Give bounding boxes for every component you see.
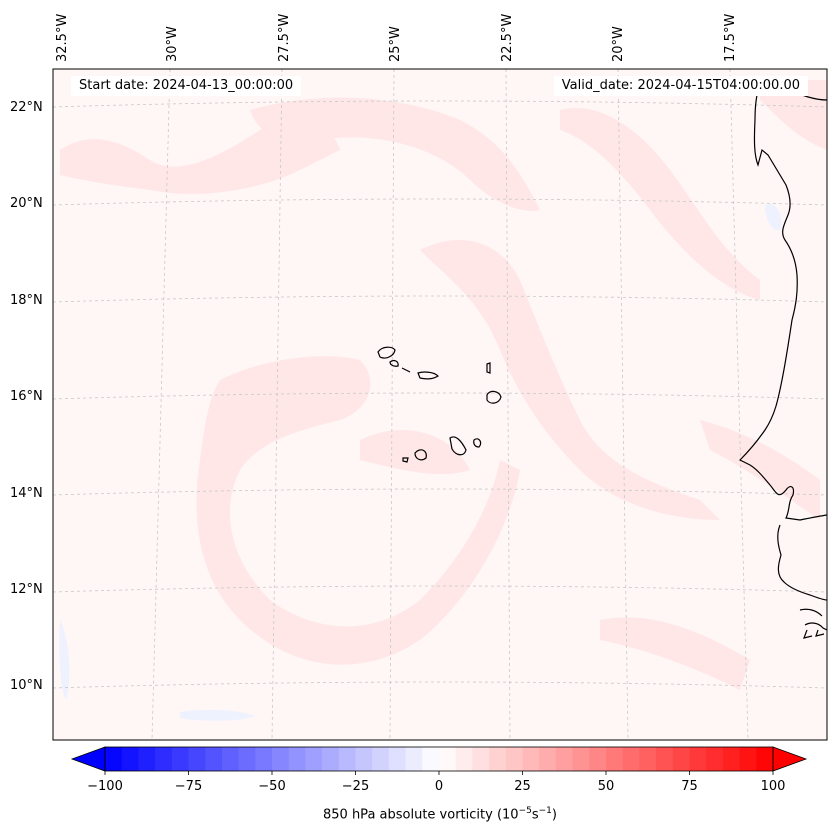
colorbar-segment [121, 747, 139, 771]
map-border [52, 68, 828, 741]
colorbar-segment [555, 747, 574, 771]
lon-label: 25°W [388, 26, 403, 62]
vorticity-negative [59, 204, 782, 721]
colorbar-segment [489, 747, 507, 771]
colorbar-label-text: 850 hPa absolute vorticity (10 [323, 807, 519, 823]
colorbar-segment [439, 747, 457, 771]
island-sal [486, 362, 491, 374]
graticule [53, 69, 827, 740]
colorbar-segment [572, 747, 590, 771]
colorbar-segment [672, 747, 690, 771]
island-sao-vicente [389, 360, 399, 367]
lat-label: 20°N [10, 196, 43, 211]
colorbar-extend-max [772, 746, 808, 772]
island-fogo [414, 449, 427, 461]
colorbar-tick-label: −50 [258, 779, 285, 794]
colorbar-segment [272, 747, 290, 771]
colorbar-tick-label: −75 [175, 779, 202, 794]
colorbar-tick-label: 25 [514, 779, 531, 794]
colorbar-label: 850 hPa absolute vorticity (10−5s−1) [0, 806, 837, 822]
colorbar-tick-label: 75 [681, 779, 698, 794]
colorbar-segment [155, 747, 173, 771]
colorbar-label-unit: s [531, 807, 539, 823]
colorbar-segment [622, 747, 640, 771]
colorbar-segment [722, 747, 741, 771]
colorbar-segment [606, 747, 624, 771]
colorbar-segment [188, 747, 206, 771]
colorbar-segment [405, 747, 423, 771]
colorbar-tick-label: 100 [761, 779, 786, 794]
colorbar-segment [322, 747, 340, 771]
lat-label: 22°N [10, 100, 43, 115]
colorbar-ticks: −100 −75 −50 −25 0 25 50 75 100 [87, 771, 785, 794]
colorbar-segment [238, 747, 256, 771]
island-santiago [449, 436, 467, 456]
colorbar-segment [422, 747, 440, 771]
island-santo-antao [377, 346, 396, 359]
colorbar-segment [756, 747, 774, 771]
colorbar-segment [355, 747, 373, 771]
colorbar-segment [288, 747, 306, 771]
lon-labels: 32.5°W 30°W 27.5°W 25°W 22.5°W 20°W 17.5… [55, 14, 738, 62]
colorbar-segment [706, 747, 724, 771]
colorbar-segment [138, 747, 156, 771]
colorbar-segment [522, 747, 540, 771]
lat-label: 18°N [10, 293, 43, 308]
colorbar-tick-label: 50 [598, 779, 615, 794]
colorbar-segment [539, 747, 557, 771]
lon-label: 32.5°W [55, 14, 70, 62]
coastline-africa [738, 84, 827, 639]
colorbar-segment [739, 747, 757, 771]
island-boa-vista [486, 390, 502, 404]
colorbar-segment [105, 747, 123, 771]
colorbar-segment [388, 747, 407, 771]
colorbar: −100 −75 −50 −25 0 25 50 75 100 [70, 746, 808, 794]
valid-date-label: Valid_date: 2024-04-15T04:00:00.00 [553, 76, 808, 96]
lat-label: 12°N [10, 582, 43, 597]
colorbar-segment [689, 747, 707, 771]
colorbar-segment [338, 747, 356, 771]
lon-label: 30°W [165, 26, 180, 62]
colorbar-tick-label: 0 [435, 779, 443, 794]
colorbar-tick-label: −100 [87, 779, 123, 794]
start-date-label: Start date: 2024-04-13_00:00:00 [71, 76, 302, 96]
lon-label: 22.5°W [500, 14, 515, 62]
lon-label: 27.5°W [277, 14, 292, 62]
colorbar-segment [372, 747, 390, 771]
colorbar-segment [639, 747, 657, 771]
colorbar-segment [221, 747, 240, 771]
colorbar-segment [589, 747, 607, 771]
colorbar-segment [505, 747, 523, 771]
lat-labels: 22°N 20°N 18°N 16°N 14°N 12°N 10°N [10, 100, 43, 693]
lon-label: 17.5°W [723, 14, 738, 62]
colorbar-segment [255, 747, 273, 771]
colorbar-segment [455, 747, 473, 771]
lat-label: 14°N [10, 486, 43, 501]
colorbar-label-exp2: −1 [538, 806, 552, 816]
colorbar-segments [105, 747, 774, 771]
colorbar-segment [205, 747, 223, 771]
map-panel [53, 69, 827, 740]
lon-label: 20°W [611, 26, 626, 62]
colorbar-label-exp1: −5 [518, 806, 532, 816]
colorbar-extend-min [70, 746, 106, 772]
colorbar-tick-label: −25 [342, 779, 369, 794]
colorbar-label-end: ) [551, 807, 557, 823]
colorbar-segment [305, 747, 323, 771]
lat-label: 10°N [10, 678, 43, 693]
cape-verde-islands [377, 346, 502, 463]
island-sao-nicolau [401, 367, 439, 380]
colorbar-segment [472, 747, 490, 771]
colorbar-segment [171, 747, 189, 771]
lat-label: 16°N [10, 389, 43, 404]
island-brava [402, 457, 409, 463]
colorbar-segment [656, 747, 674, 771]
island-maio [473, 438, 482, 448]
